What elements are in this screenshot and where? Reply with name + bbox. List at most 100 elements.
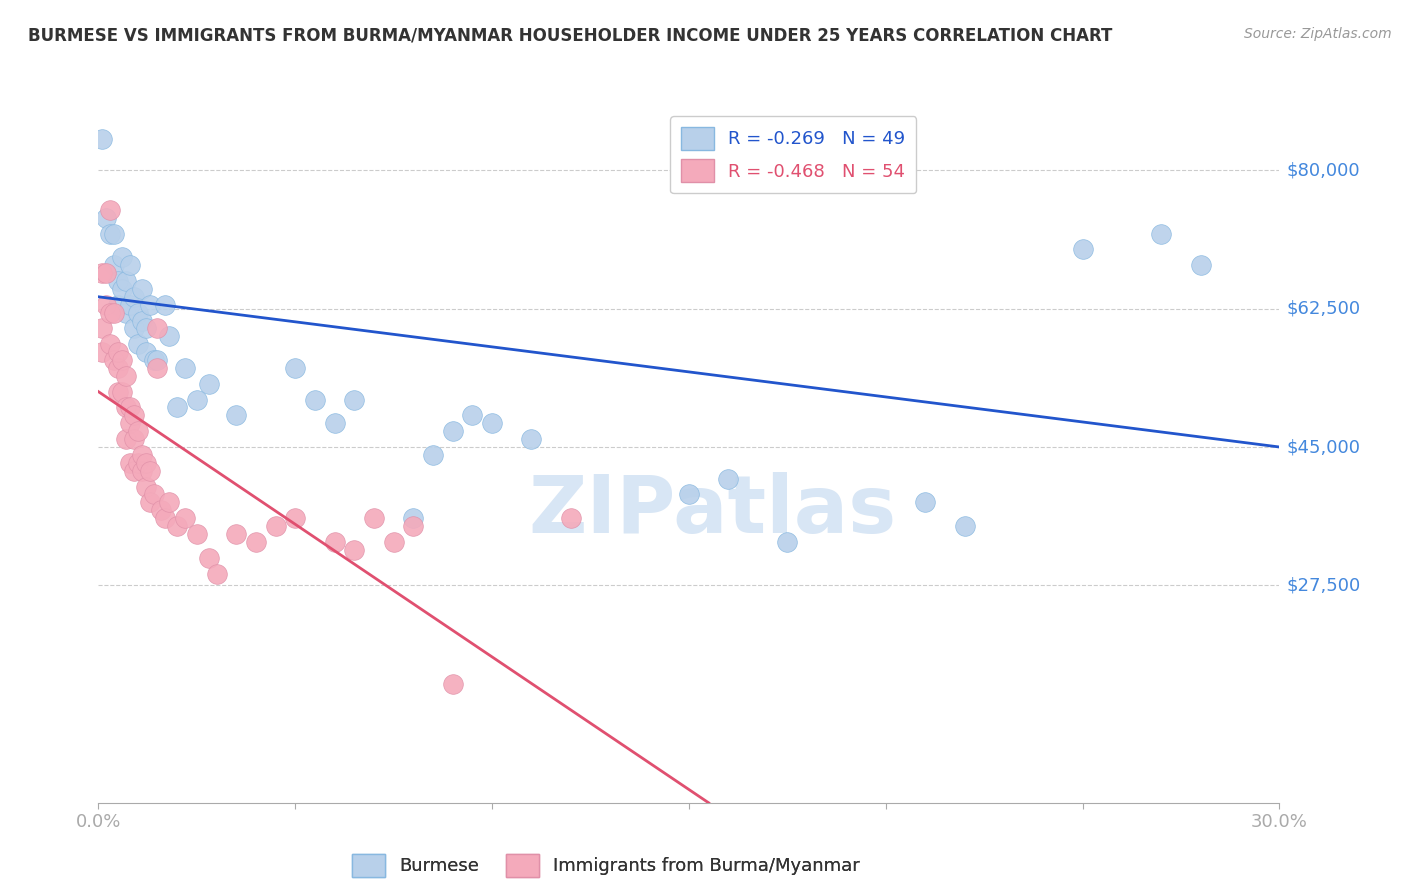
Text: BURMESE VS IMMIGRANTS FROM BURMA/MYANMAR HOUSEHOLDER INCOME UNDER 25 YEARS CORRE: BURMESE VS IMMIGRANTS FROM BURMA/MYANMAR… <box>28 27 1112 45</box>
Point <box>111 250 134 264</box>
Point <box>155 298 177 312</box>
Point <box>717 472 740 486</box>
Point <box>98 305 121 319</box>
Point <box>146 361 169 376</box>
Point <box>284 361 307 376</box>
Point <box>441 677 464 691</box>
Point <box>131 313 153 327</box>
Point <box>98 337 121 351</box>
Point <box>107 384 129 399</box>
Point <box>115 305 138 319</box>
Legend: Burmese, Immigrants from Burma/Myanmar: Burmese, Immigrants from Burma/Myanmar <box>346 847 868 884</box>
Point <box>118 456 141 470</box>
Point <box>481 417 503 431</box>
Point <box>111 353 134 368</box>
Point <box>118 298 141 312</box>
Point <box>225 527 247 541</box>
Point <box>402 519 425 533</box>
Point <box>135 479 157 493</box>
Point <box>96 266 118 280</box>
Point <box>146 353 169 368</box>
Point <box>122 432 145 446</box>
Point <box>115 401 138 415</box>
Point <box>678 487 700 501</box>
Point <box>115 432 138 446</box>
Point <box>461 409 484 423</box>
Point <box>118 401 141 415</box>
Text: ZIPatlas: ZIPatlas <box>529 472 897 549</box>
Point <box>150 503 173 517</box>
Text: $45,000: $45,000 <box>1286 438 1361 456</box>
Point <box>953 519 976 533</box>
Point <box>138 464 160 478</box>
Point <box>225 409 247 423</box>
Point <box>422 448 444 462</box>
Point <box>111 384 134 399</box>
Point <box>127 337 149 351</box>
Point <box>107 345 129 359</box>
Point <box>107 274 129 288</box>
Point <box>103 258 125 272</box>
Point <box>146 321 169 335</box>
Point <box>131 448 153 462</box>
Point <box>122 409 145 423</box>
Point <box>91 345 114 359</box>
Point <box>166 519 188 533</box>
Point <box>560 511 582 525</box>
Point <box>96 298 118 312</box>
Point <box>91 131 114 145</box>
Point <box>103 227 125 241</box>
Text: $62,500: $62,500 <box>1286 300 1361 318</box>
Point <box>138 298 160 312</box>
Point <box>122 290 145 304</box>
Text: $80,000: $80,000 <box>1286 161 1360 179</box>
Text: $27,500: $27,500 <box>1286 576 1361 594</box>
Point <box>343 542 366 557</box>
Point <box>186 527 208 541</box>
Point <box>205 566 228 581</box>
Point <box>127 456 149 470</box>
Point <box>142 487 165 501</box>
Point <box>118 258 141 272</box>
Point <box>98 227 121 241</box>
Point <box>402 511 425 525</box>
Point <box>264 519 287 533</box>
Point <box>111 282 134 296</box>
Point <box>174 511 197 525</box>
Point <box>155 511 177 525</box>
Point <box>122 321 145 335</box>
Point <box>197 376 219 391</box>
Point <box>107 361 129 376</box>
Point <box>135 321 157 335</box>
Point <box>127 305 149 319</box>
Point <box>122 464 145 478</box>
Point <box>245 535 267 549</box>
Text: Source: ZipAtlas.com: Source: ZipAtlas.com <box>1244 27 1392 41</box>
Point <box>135 345 157 359</box>
Point <box>363 511 385 525</box>
Point <box>98 202 121 217</box>
Point <box>131 282 153 296</box>
Point <box>157 329 180 343</box>
Point <box>520 432 543 446</box>
Point <box>91 266 114 280</box>
Point <box>441 424 464 438</box>
Point <box>776 535 799 549</box>
Point <box>96 211 118 225</box>
Point <box>323 417 346 431</box>
Point <box>103 353 125 368</box>
Point <box>1189 258 1212 272</box>
Point <box>174 361 197 376</box>
Point <box>323 535 346 549</box>
Point <box>115 368 138 383</box>
Point <box>103 305 125 319</box>
Point <box>166 401 188 415</box>
Point <box>91 321 114 335</box>
Point <box>1071 243 1094 257</box>
Point <box>131 464 153 478</box>
Point <box>382 535 405 549</box>
Point <box>304 392 326 407</box>
Point <box>115 274 138 288</box>
Point <box>118 417 141 431</box>
Point <box>343 392 366 407</box>
